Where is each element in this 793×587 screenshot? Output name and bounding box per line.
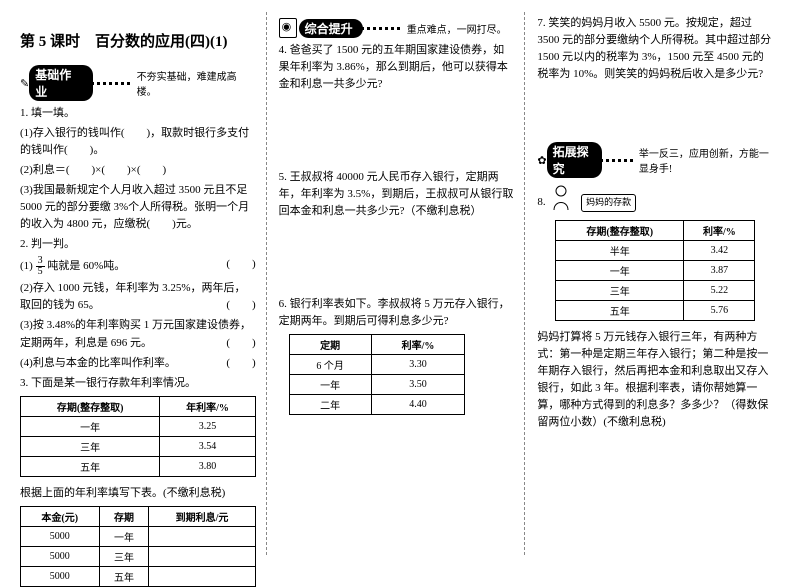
td: 三年	[21, 436, 160, 456]
rate-table-1: 存期(整存整取)年利率/% 一年3.25 三年3.54 五年3.80	[20, 396, 256, 477]
td: 5000	[21, 566, 100, 586]
q2-2: (2)存入 1000 元钱，年利率为 3.25%，两年后，取回的钱为 65。 (…	[20, 280, 256, 314]
q8-body: 妈妈打算将 5 万元钱存入银行三年，有两种方式：第一种是定期三年存入银行；第二种…	[537, 329, 773, 431]
th: 存期(整存整取)	[21, 396, 160, 416]
q2-1a: (1)	[20, 260, 33, 272]
td: 一年	[289, 375, 371, 395]
q7: 7. 笑笑的妈妈月收入 5500 元。按规定，超过 3500 元的部分要缴纳个人…	[537, 15, 773, 83]
td: 5.22	[684, 281, 755, 301]
th: 存期(整存整取)	[556, 221, 684, 241]
td: 五年	[556, 301, 684, 321]
section-1-subtitle: 不夯实基础，难建成高楼。	[137, 68, 256, 98]
td: 3.42	[684, 241, 755, 261]
td: 半年	[556, 241, 684, 261]
section-3-subtitle: 举一反三，应用创新，方能一显身手!	[639, 145, 773, 175]
work-space	[279, 96, 515, 166]
page-title: 第 5 课时 百分数的应用(四)(1)	[20, 30, 256, 51]
td: 二年	[289, 395, 371, 415]
q2-1: (1) 35 吨就是 60%吨。 ( )	[20, 256, 256, 277]
fill-table-2: 本金(元) 存期 到期利息/元 5000一年 5000三年 5000五年	[20, 506, 256, 587]
section-2-subtitle: 重点难点，一网打尽。	[407, 21, 507, 36]
wave-underline	[361, 27, 401, 30]
td: 三年	[99, 546, 149, 566]
td: 五年	[21, 456, 160, 476]
td: 5000	[21, 546, 100, 566]
fraction-3-5: 35	[36, 256, 45, 277]
q8-head: 8. 妈妈的存款	[537, 182, 773, 212]
magnifier-icon	[279, 18, 297, 38]
judge-blank: ( )	[226, 335, 255, 352]
work-space	[279, 223, 515, 293]
th: 利率/%	[684, 221, 755, 241]
q3-head: 3. 下面是某一银行存款年利率情况。	[20, 375, 256, 392]
th: 定期	[289, 335, 371, 355]
q6-head: 6. 银行利率表如下。李叔叔将 5 万元存入银行，定期两年。到期后可得利息多少元…	[279, 296, 515, 330]
q2-1b: 吨就是 60%吨。	[47, 260, 125, 272]
th: 本金(元)	[21, 506, 100, 526]
judge-blank: ( )	[226, 256, 255, 273]
pencil-icon: ✎	[20, 77, 29, 90]
th: 利率/%	[371, 335, 465, 355]
td: 一年	[556, 261, 684, 281]
td: 一年	[99, 526, 149, 546]
girl-icon	[548, 182, 574, 212]
td	[149, 526, 255, 546]
work-space	[537, 86, 773, 136]
q1-1: (1)存入银行的钱叫作( )，取款时银行多支付的钱叫作( )。	[20, 125, 256, 159]
td: 4.40	[371, 395, 465, 415]
td: 五年	[99, 566, 149, 586]
section-3-header: ✿ 拓展探究 举一反三，应用创新，方能一显身手!	[537, 142, 773, 178]
td: 3.50	[371, 375, 465, 395]
wave-underline	[91, 82, 131, 85]
th: 年利率/%	[160, 396, 255, 416]
judge-blank: ( )	[226, 297, 255, 314]
td: 6 个月	[289, 355, 371, 375]
q3-note: 根据上面的年利率填写下表。(不缴利息税)	[20, 485, 256, 502]
td: 三年	[556, 281, 684, 301]
wave-underline	[600, 159, 633, 162]
th: 存期	[99, 506, 149, 526]
column-2: 综合提升 重点难点，一网打尽。 4. 爸爸买了 1500 元的五年期国家建设债券…	[279, 12, 526, 555]
section-3-badge: 拓展探究	[547, 142, 602, 178]
column-1: 第 5 课时 百分数的应用(四)(1) ✎ 基础作业 不夯实基础，难建成高楼。 …	[20, 12, 267, 555]
q5: 5. 王叔叔将 40000 元人民币存入银行，定期两年，年利率为 3.5%，到期…	[279, 169, 515, 220]
td: 3.25	[160, 416, 255, 436]
section-2-header: 综合提升 重点难点，一网打尽。	[279, 18, 515, 38]
td: 5.76	[684, 301, 755, 321]
td: 3.30	[371, 355, 465, 375]
column-3: 7. 笑笑的妈妈月收入 5500 元。按规定，超过 3500 元的部分要缴纳个人…	[537, 12, 773, 555]
q1-3: (3)我国最新规定个人月收入超过 3500 元且不足 5000 元的部分要缴 3…	[20, 182, 256, 233]
td: 3.87	[684, 261, 755, 281]
section-2-badge: 综合提升	[299, 19, 363, 38]
rate-table-4: 存期(整存整取)利率/% 半年3.42 一年3.87 三年5.22 五年5.76	[555, 220, 755, 321]
td: 3.80	[160, 456, 255, 476]
td	[149, 566, 255, 586]
section-1-badge: 基础作业	[29, 65, 93, 101]
judge-blank: ( )	[226, 355, 255, 372]
rate-table-3: 定期利率/% 6 个月3.30 一年3.50 二年4.40	[289, 334, 466, 415]
q2-head: 2. 判一判。	[20, 236, 256, 253]
td: 5000	[21, 526, 100, 546]
section-1-header: ✎ 基础作业 不夯实基础，难建成高楼。	[20, 65, 256, 101]
td: 3.54	[160, 436, 255, 456]
q2-3: (3)按 3.48%的年利率购买 1 万元国家建设债券，定期两年，利息是 696…	[20, 317, 256, 351]
leaf-icon: ✿	[537, 154, 546, 167]
speech-note: 妈妈的存款	[581, 194, 636, 212]
q1-head: 1. 填一填。	[20, 105, 256, 122]
q4: 4. 爸爸买了 1500 元的五年期国家建设债券，如果年利率为 3.86%，那么…	[279, 42, 515, 93]
q1-2: (2)利息＝( )×( )×( )	[20, 162, 256, 179]
th: 到期利息/元	[149, 506, 255, 526]
td: 一年	[21, 416, 160, 436]
q2-4: (4)利息与本金的比率叫作利率。 ( )	[20, 355, 256, 372]
td	[149, 546, 255, 566]
